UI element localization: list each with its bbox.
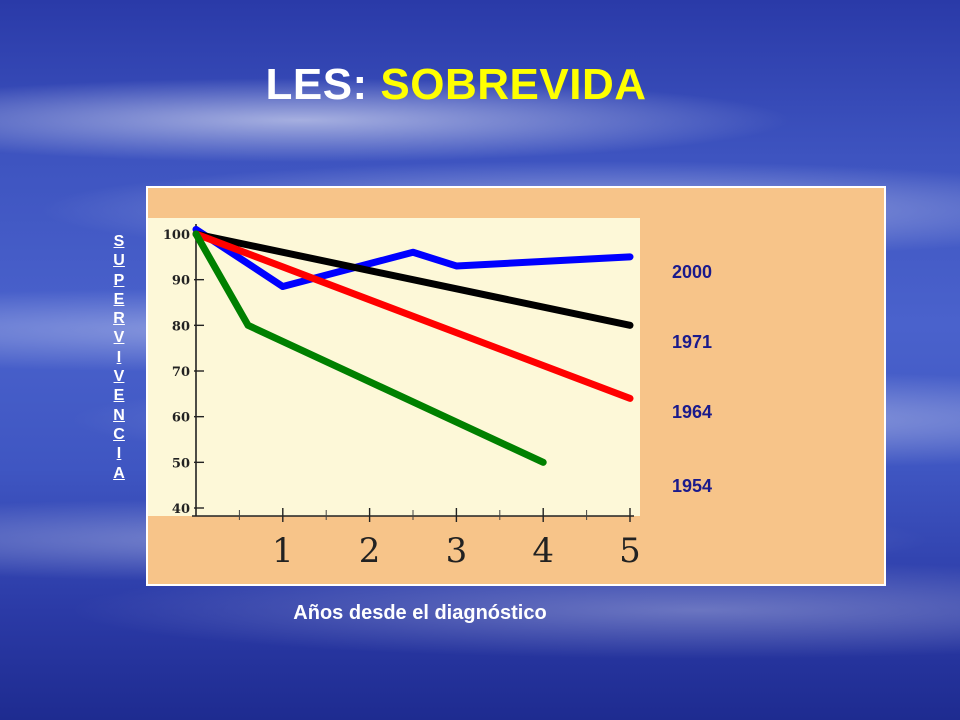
series-point-1954 (192, 230, 200, 238)
y-tick-label: 40 (172, 502, 190, 517)
series-point-2000 (409, 249, 417, 256)
x-axis-label: Años desde el diagnóstico (293, 602, 547, 624)
y-axis-label-letter: V (113, 329, 125, 347)
series-point-2000 (279, 283, 286, 290)
series-point-1971 (626, 322, 634, 329)
y-tick-label: 70 (172, 365, 190, 380)
chart-svg: 40 50 60 70 80 90 100 1 2 3 4 5 2000 1971 1964 1954 (148, 218, 712, 571)
chart-panel: 40 50 60 70 80 90 100 1 2 3 4 5 2000 1971 1964 1954 (146, 186, 886, 586)
series-point-2000 (626, 253, 634, 261)
y-axis-label-letter: R (113, 310, 125, 328)
y-axis-label-letter: U (113, 252, 125, 270)
y-tick-label: 90 (172, 274, 190, 289)
y-axis-label-letter: A (113, 464, 125, 482)
legend-label-1954: 1954 (672, 476, 712, 496)
x-tick-label: 5 (619, 531, 641, 571)
series-line-1964 (192, 230, 634, 402)
x-tick-label: 3 (446, 531, 468, 571)
y-axis-label-letter: V (113, 368, 125, 386)
x-tick-label: 4 (532, 531, 554, 571)
x-tick-label: 2 (359, 531, 381, 571)
series-point-1954 (540, 459, 547, 466)
y-tick-label: 50 (172, 456, 190, 471)
y-axis-label-letter: P (113, 271, 125, 289)
y-axis-label-letter: I (116, 348, 122, 366)
slide-title: LES: SOBREVIDA (0, 60, 912, 110)
x-tick-label: 1 (272, 531, 294, 571)
y-tick-label: 100 (163, 228, 190, 243)
y-axis-label-letter: E (113, 387, 125, 405)
y-axis-label-letter: E (113, 290, 125, 308)
title-part-les: LES: (265, 60, 381, 109)
y-tick-label: 80 (172, 319, 190, 334)
y-axis-label-letter: N (113, 406, 125, 424)
series-point-1964 (626, 395, 634, 402)
legend-label-2000: 2000 (672, 262, 712, 282)
plot-area (148, 218, 640, 516)
series-line-1971 (192, 230, 634, 329)
series-point-1954 (244, 322, 252, 329)
legend-label-1964: 1964 (672, 402, 712, 422)
y-tick-label: 60 (172, 411, 190, 426)
y-axis-label-letter: C (113, 425, 125, 443)
legend-label-1971: 1971 (672, 332, 712, 352)
series-point-2000 (453, 262, 460, 270)
title-part-sobrevida: SOBREVIDA (380, 60, 647, 109)
y-axis-label-letter: S (113, 233, 125, 250)
y-axis-label-letter: I (116, 445, 122, 463)
